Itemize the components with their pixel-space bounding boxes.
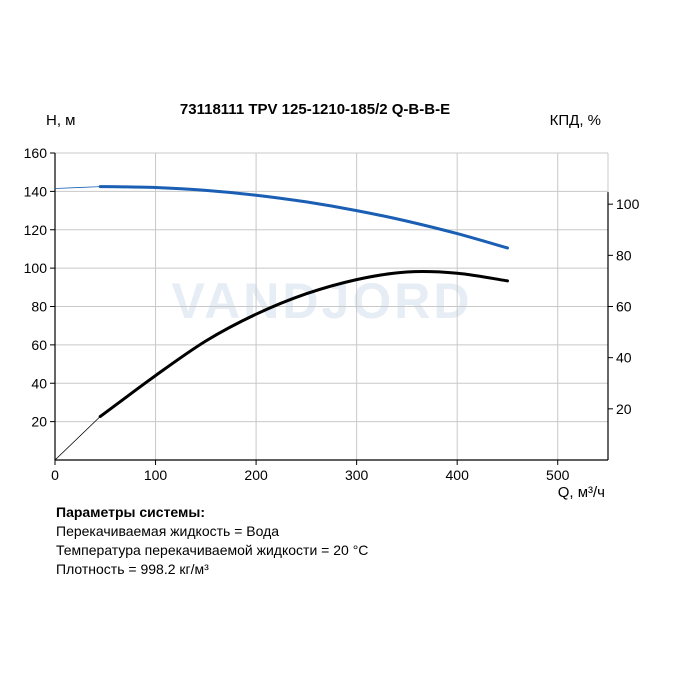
efficiency-curve — [98, 270, 509, 418]
params-title: Параметры системы: — [56, 504, 206, 520]
x-tick-label: 100 — [144, 467, 168, 483]
axes: 20 40 60 80 100 120 140 160 0 100 200 300 400 500 20 40… — [24, 145, 640, 483]
series — [54, 185, 509, 461]
efficiency-curve-extension — [54, 416, 101, 461]
x-axis-label: Q, м³/ч — [558, 484, 605, 501]
y-axis-left-label: H, м — [46, 112, 75, 129]
y-left-tick-label: 40 — [31, 375, 47, 391]
params-line-density: Плотность = 998.2 кг/м³ — [56, 561, 209, 577]
chart-title: 73118111 TPV 125-1210-185/2 Q-B-B-E — [180, 101, 450, 118]
params-line-temperature: Температура перекачиваемой жидкости = 20… — [56, 542, 369, 558]
y-left-tick-label: 120 — [24, 222, 48, 238]
y-axis-right-label: КПД, % — [550, 112, 601, 129]
x-tick-label: 200 — [244, 467, 268, 483]
y-right-tick-label: 80 — [616, 247, 632, 263]
x-tick-label: 500 — [546, 467, 570, 483]
head-curve — [98, 185, 509, 250]
y-left-tick-label: 80 — [31, 299, 47, 315]
y-right-tick-label: 60 — [616, 299, 632, 315]
y-left-tick-label: 20 — [31, 414, 47, 430]
y-right-tick-label: 40 — [616, 350, 632, 366]
y-left-tick-label: 60 — [31, 337, 47, 353]
y-left-tick-label: 140 — [24, 183, 48, 199]
x-tick-label: 400 — [446, 467, 470, 483]
head-curve-extension — [54, 186, 101, 189]
x-tick-label: 300 — [345, 467, 369, 483]
y-left-tick-label: 160 — [24, 145, 48, 161]
params-line-liquid: Перекачиваемая жидкость = Вода — [56, 523, 280, 539]
x-tick-label: 0 — [51, 467, 59, 483]
grid — [55, 152, 609, 460]
y-right-tick-label: 100 — [616, 196, 640, 212]
y-left-tick-label: 100 — [24, 260, 48, 276]
y-right-tick-label: 20 — [616, 401, 632, 417]
system-parameters: Параметры системы: Перекачиваемая жидкос… — [56, 503, 368, 579]
watermark: VANDJORD — [172, 273, 473, 329]
